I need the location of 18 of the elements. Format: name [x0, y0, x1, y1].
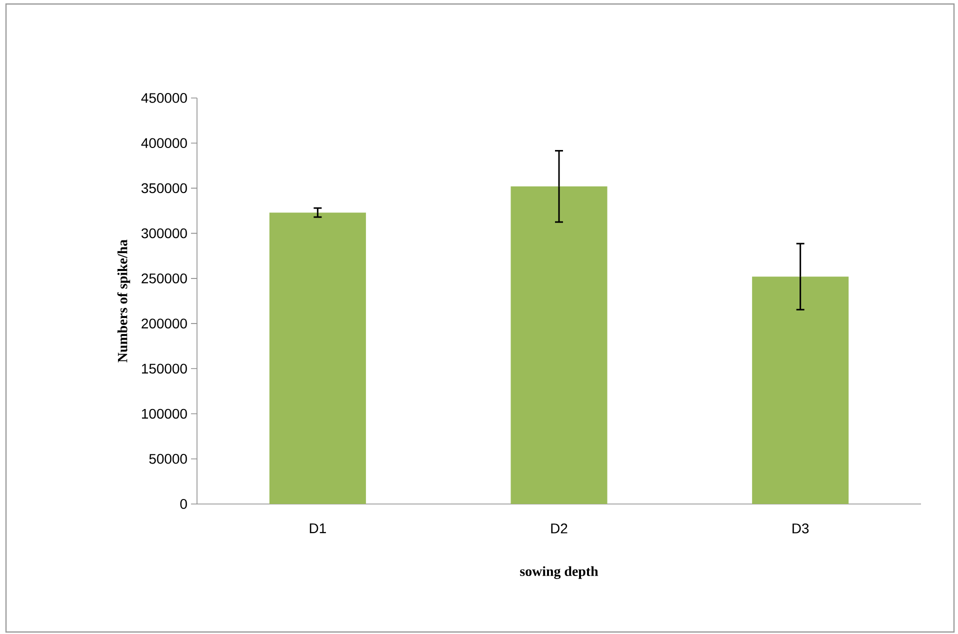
x-axis-title: sowing depth [520, 566, 598, 579]
bar [752, 276, 849, 504]
y-tick-label: 300000 [141, 228, 187, 238]
y-tick-label: 400000 [141, 138, 187, 148]
bar [269, 212, 366, 504]
y-tick-label: 0 [180, 499, 187, 509]
x-tick-label: D3 [792, 523, 809, 534]
y-tick-label: 150000 [142, 364, 187, 374]
y-tick-label: 100000 [142, 408, 187, 419]
y-tick-label: 250000 [142, 273, 187, 284]
y-tick-label: 350000 [141, 183, 187, 194]
y-tick-label: 450000 [141, 93, 187, 103]
y-axis-title: Numbers of spike/ha [117, 240, 130, 362]
y-tick-label: 50000 [149, 454, 187, 464]
y-tick-label: 200000 [142, 318, 187, 328]
x-tick-label: D1 [310, 524, 326, 534]
bar [510, 186, 608, 504]
x-tick-label: D2 [551, 523, 568, 534]
